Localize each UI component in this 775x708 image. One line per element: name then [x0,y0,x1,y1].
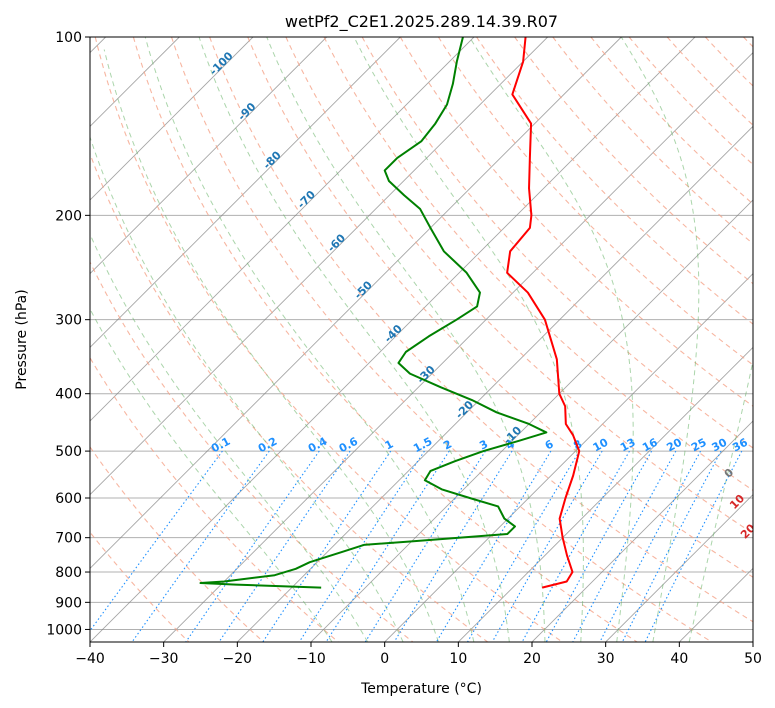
moist-adiabat-0 [90,135,404,642]
dry-adiabat-60 [247,37,753,578]
dry-adiabat--30 [90,531,190,642]
dry-adiabat--20 [90,445,264,642]
dry-adiabat-100 [399,37,753,407]
isotherm-30 [605,494,753,642]
isotherm--60 [90,37,548,496]
dry-adiabat-0 [90,260,414,642]
y-tick-label: 100 [55,30,82,46]
mixing-ratio-label: 25 [689,436,709,455]
y-tick-label: 300 [55,313,82,329]
mixing-ratio-line-25 [599,450,702,642]
mixing-ratio-line-13 [521,450,630,642]
mixing-ratio-line-4 [393,450,513,642]
isotherm--70 [90,37,475,422]
mixing-ratio-label: 16 [640,436,660,455]
y-tick-label: 1000 [46,622,82,638]
x-tick-label: 10 [449,651,467,667]
mixing-ratio-line-0.6 [218,450,351,642]
mixing-ratio-label: 36 [730,436,750,455]
isotherm--30 [163,52,753,642]
dry-adiabat-160 [628,37,753,166]
moist-adiabat-25 [353,37,584,642]
isotherm--80 [90,37,401,348]
y-tick-label: 600 [55,491,82,507]
isotherm-0 [384,273,753,642]
mixing-ratio-line-0.2 [131,450,270,642]
mixing-ratio-line-3 [364,450,486,642]
dewpoint-profile-line [199,37,548,589]
x-tick-label: 20 [523,651,541,667]
dry-adiabat-30 [132,37,638,642]
y-tick-label: 400 [55,387,82,403]
dry-adiabat-90 [361,37,753,449]
isotherm-20 [531,420,753,642]
y-axis-label: Pressure (hPa) [14,289,30,389]
isotherm--20 [237,125,753,642]
dry-adiabat-150 [590,37,753,205]
moist-adiabat--5 [90,233,369,642]
moist-adiabat-label: 30 [751,553,771,573]
moist-adiabat-5 [103,49,439,642]
dry-adiabat-40 [170,37,713,642]
x-tick-label: 40 [670,651,688,667]
mixing-ratio-line-10 [491,450,603,642]
mixing-ratio-line-0.4 [185,450,320,642]
mixing-ratio-line-30 [621,450,722,642]
plot-frame [89,36,754,643]
dry-adiabat-130 [514,37,753,285]
x-tick-label: −40 [75,651,105,667]
y-tick-label: 500 [55,444,82,460]
y-tick-label: 900 [55,595,82,611]
isotherm-10 [458,346,753,642]
x-tick-label: −20 [223,651,253,667]
moist-adiabat--10 [90,308,333,642]
isotherm--100 [90,37,254,201]
dry-adiabat-120 [476,37,753,325]
y-tick-label: 700 [55,531,82,547]
chart-title: wetPf2_C2E1.2025.289.14.39.R07 [285,12,558,32]
isotherm--50 [90,37,622,569]
x-tick-label: −30 [149,651,179,667]
moist-adiabat-10 [144,37,475,642]
mixing-ratio-label: 13 [618,436,638,455]
dry-adiabat-110 [437,37,753,366]
moist-adiabat-20 [266,37,546,642]
mixing-ratio-label: 30 [710,436,730,455]
y-tick-label: 200 [55,208,82,224]
mixing-ratio-line-6 [435,450,552,642]
x-axis-label: Temperature (°C) [360,681,482,697]
x-tick-label: 50 [744,651,762,667]
mixing-ratio-line-8 [467,450,580,642]
mixing-ratio-label: 10 [591,436,611,455]
isotherm--90 [90,37,327,275]
temperature-profile-line [506,37,581,589]
dry-adiabat-20 [94,37,563,642]
x-tick-label: 0 [380,651,389,667]
mixing-ratio-line-20 [572,450,677,642]
x-tick-label: 30 [597,651,615,667]
x-tick-label: −10 [296,651,326,667]
mixing-ratio-line-16 [545,450,653,642]
dry-adiabat-50 [209,37,753,623]
isotherm--40 [90,37,696,642]
mixing-ratio-label: 20 [664,436,684,455]
plot-area: 0.1 0.2 0.4 0.6 1 1.5 2 3 4 6 8 10 13 16 20 25 30 36-100-… [90,37,771,642]
moist-adiabat-35 [620,37,700,642]
y-tick-label: 800 [55,565,82,581]
